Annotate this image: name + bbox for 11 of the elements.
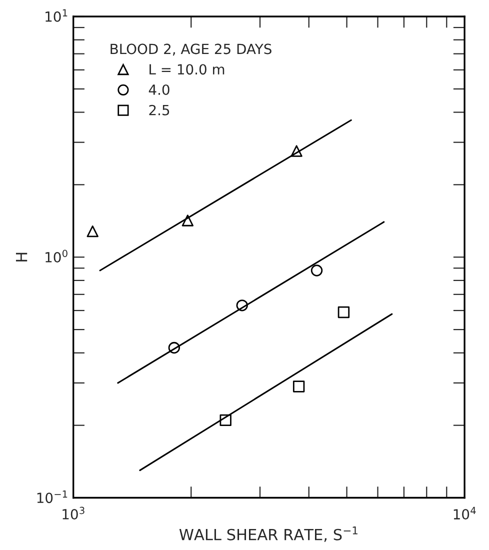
y-axis-title: H — [16, 252, 28, 262]
legend-title: BLOOD 2, AGE 25 DAYS — [110, 44, 272, 56]
legend-label: 2.5 — [149, 104, 170, 116]
x-tick-label: 10$^{3}$ — [62, 506, 84, 520]
legend-label: L = 10.0 m — [150, 64, 224, 75]
y-tick-label: 10$^{−1}$ — [37, 490, 68, 504]
y-tick-label: 10$^{1}$ — [46, 9, 68, 22]
x-axis-title: WALL SHEAR RATE, S$^{−1}$ — [179, 526, 358, 542]
x-tick-label: 10$^{4}$ — [454, 506, 476, 520]
y-tick-label: 10$^{0}$ — [46, 250, 68, 262]
legend-label: 4.0 — [148, 84, 170, 95]
